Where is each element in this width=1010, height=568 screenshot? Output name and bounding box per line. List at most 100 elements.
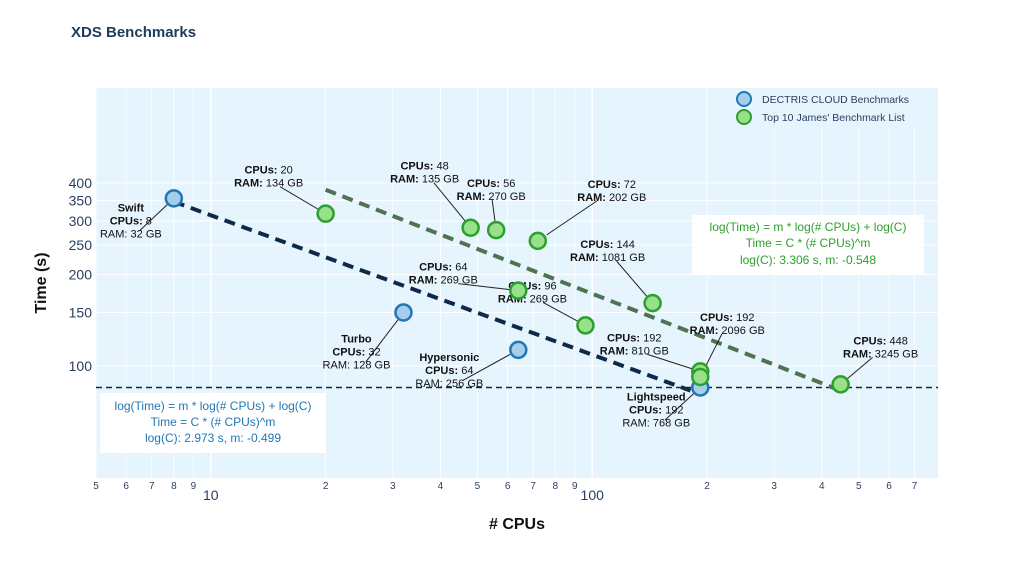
annotation-arrow [845, 357, 873, 381]
fit-dectris-line-3: log(C): 2.973 s, m: -0.499 [145, 431, 281, 445]
x-tick-label: 7 [530, 481, 536, 492]
point-james [576, 316, 595, 335]
y-axis-ticks: 100 150 200 250 300 350 400 [69, 175, 93, 374]
annotation-text: Hypersonic [419, 352, 479, 364]
point-james [528, 231, 548, 251]
legend-label-dectris: DECTRIS CLOUD Benchmarks [762, 94, 909, 106]
annotation-text: Lightspeed [627, 391, 686, 403]
fit-james-line-1: log(Time) = m * log(# CPUs) + log(C) [710, 220, 907, 234]
x-tick-label: 5 [856, 481, 862, 492]
annotation-arrow [458, 283, 510, 291]
annotation-text: CPUs: 64 [425, 365, 473, 377]
point-james [691, 367, 710, 387]
x-tick-label: 3 [390, 481, 396, 492]
annotation-text: RAM: 134 GB [234, 178, 303, 190]
annotation-text: RAM: 810 GB [600, 345, 669, 357]
point-dectris [164, 189, 184, 208]
annotation-arrow [616, 260, 648, 298]
x-tick-label: 8 [552, 481, 558, 492]
point-james [316, 204, 335, 223]
annotation-text: CPUs: 192 [629, 404, 683, 416]
legend-marker-dectris [736, 91, 752, 107]
y-tick-label: 150 [69, 304, 93, 320]
annotation-arrow [703, 333, 723, 371]
legend: DECTRIS CLOUD Benchmarks Top 10 James' B… [727, 88, 937, 128]
y-tick-label: 300 [69, 213, 93, 229]
annotation-text: Swift [118, 202, 145, 214]
annotation-text: RAM: 2096 GB [690, 325, 765, 337]
x-tick-label: 6 [123, 481, 129, 492]
point-james [461, 218, 480, 237]
annotation-text: RAM: 256 GB [415, 378, 483, 390]
annotation-text: RAM: 269 GB [498, 293, 567, 305]
annotation-text: CPUs: 64 [419, 262, 467, 274]
annotation-arrow [462, 354, 511, 381]
annotation-arrow [279, 186, 320, 211]
fit-dectris-line-1: log(Time) = m * log(# CPUs) + log(C) [115, 399, 312, 413]
annotation-text: CPUs: 72 [588, 179, 636, 191]
fit-lines [96, 187, 938, 393]
x-tick-label: 6 [886, 481, 892, 492]
annotation-text: RAM: 270 GB [457, 191, 526, 203]
x-tick-label: 7 [912, 481, 918, 492]
x-tick-label: 9 [191, 481, 197, 492]
annotation-text: RAM: 202 GB [577, 192, 646, 204]
x-tick-label: 5 [93, 481, 99, 492]
annotation-text: CPUs: 8 [110, 215, 152, 227]
annotation-text: Turbo [341, 333, 372, 345]
annotation-text: RAM: 32 GB [100, 228, 162, 240]
x-tick-label: 4 [438, 481, 444, 492]
point-james [643, 293, 662, 313]
annotation-arrow [664, 391, 696, 421]
annotation-arrow [647, 353, 693, 370]
annotation-arrow [433, 182, 466, 222]
annotation-text: RAM: 128 GB [323, 359, 391, 371]
point-dectris [394, 303, 413, 322]
x-tick-label: 10 [203, 487, 219, 503]
y-tick-label: 350 [69, 193, 93, 209]
x-tick-label: 6 [505, 481, 511, 492]
y-axis-title: Time (s) [33, 252, 50, 313]
point-james [486, 220, 506, 240]
x-axis-title: # CPUs [489, 516, 545, 533]
fit-dectris-line-2: Time = C * (# CPUs)^m [151, 415, 276, 429]
annotation-text: RAM: 135 GB [390, 174, 459, 186]
annotation-arrow [542, 301, 580, 323]
fit-line-dectris [173, 199, 692, 393]
x-tick-label: 7 [149, 481, 155, 492]
fit-line-james [324, 187, 842, 393]
data-points [164, 189, 850, 397]
x-tick-label: 100 [581, 487, 605, 503]
x-tick-label: 2 [323, 481, 329, 492]
annotation-text: CPUs: 56 [467, 178, 515, 190]
x-tick-label: 4 [819, 481, 825, 492]
fit-james-line-3: log(C): 3.306 s, m: -0.548 [740, 253, 876, 267]
x-tick-label: 2 [704, 481, 710, 492]
y-tick-label: 250 [69, 237, 93, 253]
point-dectris [509, 340, 528, 360]
annotation-text: CPUs: 192 [607, 332, 661, 344]
x-tick-label: 9 [572, 481, 578, 492]
x-tick-label: 3 [771, 481, 777, 492]
annotation-text: RAM: 3245 GB [843, 348, 918, 360]
legend-label-james: Top 10 James' Benchmark List [762, 112, 905, 124]
annotation-text: RAM: 768 GB [622, 417, 690, 429]
annotation-arrow [365, 319, 399, 363]
page-title: XDS Benchmarks [71, 24, 197, 41]
x-tick-label: 5 [475, 481, 481, 492]
annotation-text: CPUs: 144 [580, 239, 634, 251]
annotation-text: CPUs: 448 [853, 335, 907, 347]
y-tick-label: 400 [69, 175, 93, 191]
x-tick-label: 8 [171, 481, 177, 492]
annotation-text: RAM: 269 GB [409, 275, 478, 287]
point-james [509, 281, 528, 300]
annotation-text: CPUs: 48 [400, 161, 448, 173]
annotation-arrow [546, 200, 598, 236]
point-james [831, 375, 850, 394]
legend-marker-james [736, 109, 752, 125]
annotation-text: CPUs: 192 [700, 312, 754, 324]
fit-box-dectris: log(Time) = m * log(# CPUs) + log(C) Tim… [100, 393, 326, 453]
annotation-text: CPUs: 20 [244, 165, 292, 177]
